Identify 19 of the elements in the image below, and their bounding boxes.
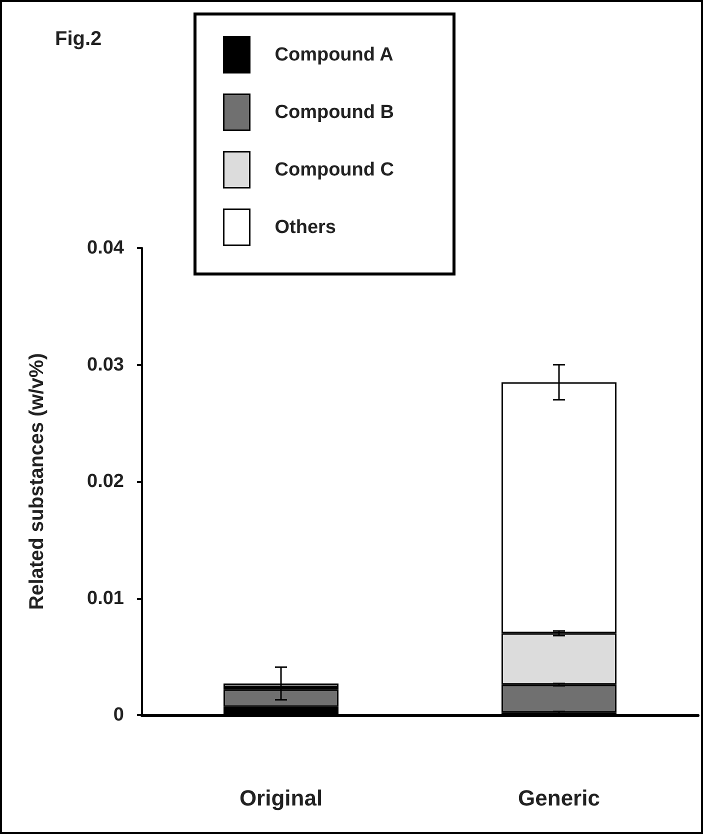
bar: [224, 706, 338, 715]
x-tick-label: Generic: [518, 786, 600, 810]
y-tick-label: 0.01: [87, 588, 124, 609]
y-tick-label: 0.04: [87, 238, 124, 258]
legend-label: Others: [274, 216, 336, 238]
legend-label: Compound B: [274, 102, 394, 123]
bar: [502, 633, 616, 685]
y-tick-label: 0: [113, 704, 124, 726]
y-axis-title: Related substances (w/v%): [26, 353, 48, 610]
bar: [502, 684, 616, 713]
bar: [502, 382, 616, 634]
y-tick-label: 0.03: [87, 354, 124, 376]
x-tick-label: Original: [239, 786, 323, 810]
legend-label: Compound C: [274, 159, 394, 180]
chart-title: Fig.2: [55, 28, 102, 50]
bar: [224, 683, 338, 687]
bar: [224, 689, 338, 707]
legend-label: Compound A: [274, 44, 394, 66]
y-tick-label: 0.02: [87, 471, 124, 492]
